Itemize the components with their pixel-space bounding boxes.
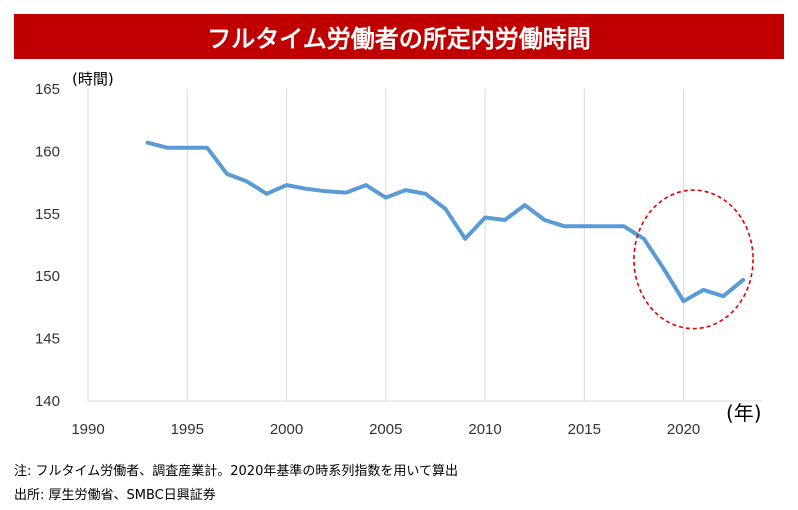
y-tick-155: 155	[35, 206, 60, 223]
y-tick-140: 140	[35, 393, 60, 410]
y-axis-ticks: 140 145 150 155 160 165	[35, 81, 60, 410]
x-axis-ticks: 1990 1995 2000 2005 2010 2015 2020	[71, 421, 700, 438]
chart-title-banner: フルタイム労働者の所定内労働時間	[14, 14, 784, 59]
x-tick-2005: 2005	[369, 421, 402, 438]
x-tick-2020: 2020	[667, 421, 700, 438]
y-tick-150: 150	[35, 268, 60, 285]
highlight-dashed-circle	[633, 189, 754, 330]
note-text: 注: フルタイム労働者、調査産業計。2020年基準の時系列指数を用いて算出	[14, 464, 458, 479]
x-tick-2015: 2015	[568, 421, 601, 438]
y-tick-145: 145	[35, 331, 60, 348]
y-tick-160: 160	[35, 143, 60, 160]
x-tick-1990: 1990	[71, 421, 104, 438]
x-tick-2000: 2000	[270, 421, 303, 438]
chart-grid	[87, 89, 763, 402]
y-tick-165: 165	[35, 81, 60, 98]
y-axis-label: (時間)	[72, 70, 114, 88]
series-points	[147, 142, 744, 302]
source-text: 出所: 厚生労働省、SMBC日興証券	[14, 488, 216, 503]
x-axis-unit-label: (年)	[726, 401, 762, 425]
x-tick-1995: 1995	[171, 421, 204, 438]
series-line	[145, 140, 746, 304]
x-tick-2010: 2010	[468, 421, 501, 438]
